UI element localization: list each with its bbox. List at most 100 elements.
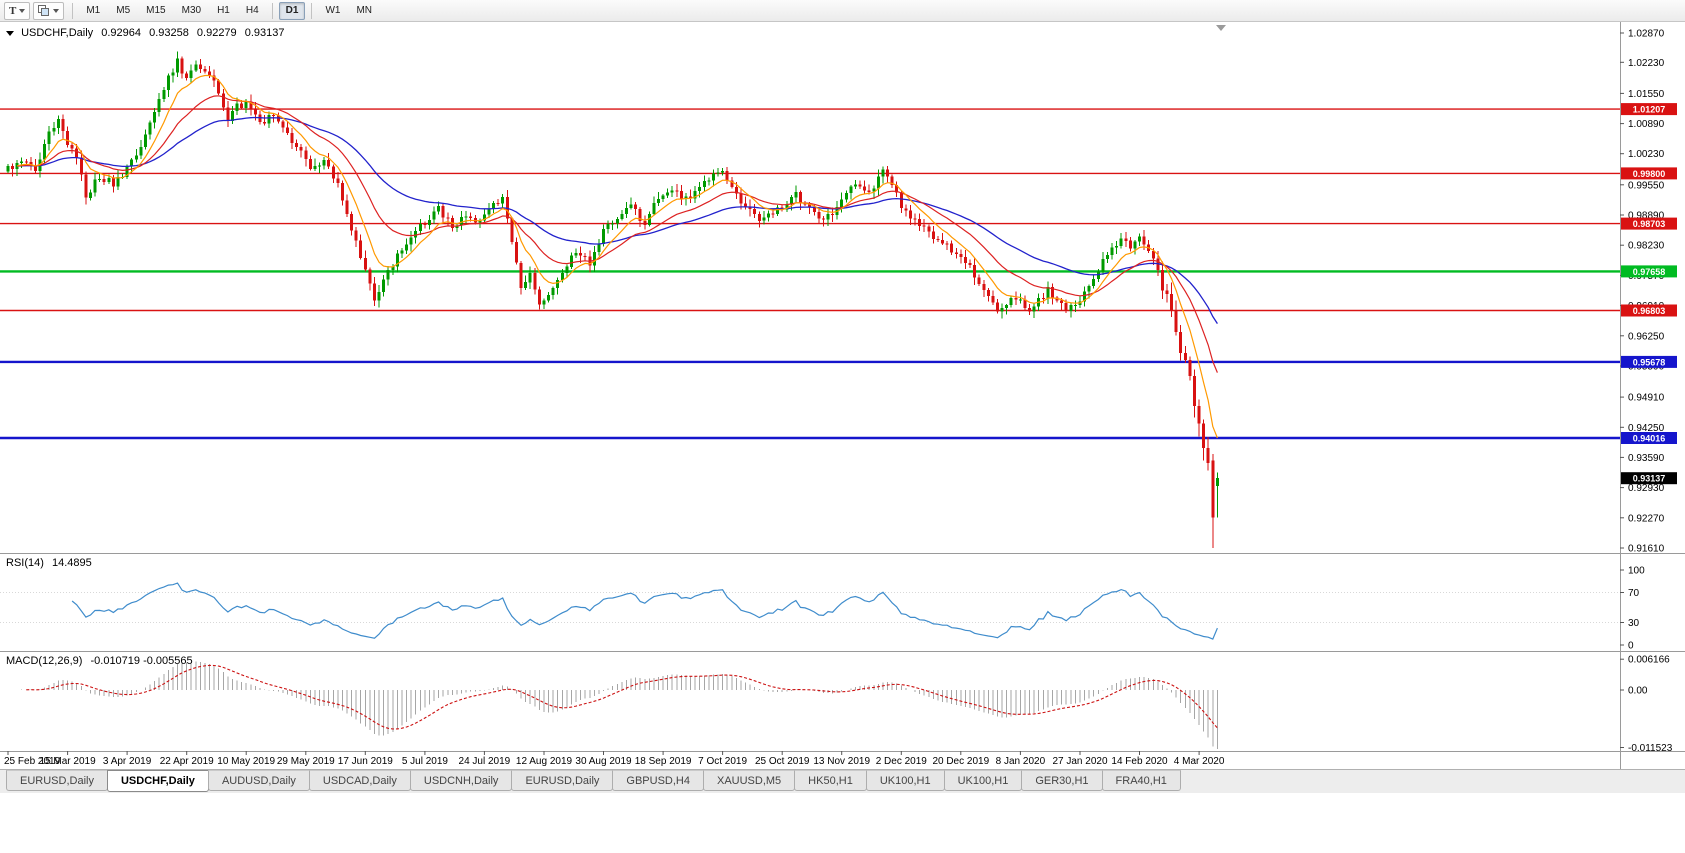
svg-text:1.02230: 1.02230	[1628, 58, 1665, 69]
toolbar: T M1 M5 M15 M30 H1 H4 D1 W1 MN	[0, 0, 1685, 22]
chart-tab-5[interactable]: EURUSD,Daily	[511, 770, 614, 791]
svg-text:0.99550: 0.99550	[1628, 180, 1665, 191]
chart-tab-1[interactable]: USDCHF,Daily	[106, 770, 209, 792]
svg-text:27 Jan 2020: 27 Jan 2020	[1052, 756, 1107, 767]
timeframe-button-h1[interactable]: H1	[217, 5, 230, 16]
timeframe-button-mn[interactable]: MN	[356, 5, 373, 16]
timeframe-group: M1 M5 M15 M30 H1 H4 D1 W1 MN	[78, 1, 380, 20]
collapse-chart-icon[interactable]	[6, 31, 14, 36]
svg-text:18 Sep 2019: 18 Sep 2019	[635, 756, 692, 767]
macd-label: MACD(12,26,9) -0.010719 -0.005565	[6, 655, 193, 667]
svg-text:100: 100	[1628, 566, 1645, 577]
chart-symbol: USDCHF,Daily	[21, 27, 94, 39]
rsi-label: RSI(14) 14.4895	[6, 557, 92, 569]
svg-text:3 Apr 2019: 3 Apr 2019	[103, 756, 152, 767]
chevron-down-icon	[19, 8, 26, 13]
svg-text:0.00: 0.00	[1628, 686, 1648, 697]
rsi-line	[71, 582, 1218, 640]
chart-tab-7[interactable]: XAUUSD,M5	[702, 770, 796, 791]
chart-tab-12[interactable]: FRA40,H1	[1101, 770, 1181, 791]
pointer-tool-button[interactable]: T	[4, 1, 31, 20]
svg-text:25 Feb 2019: 25 Feb 2019	[4, 756, 61, 767]
macd-name: MACD(12,26,9)	[6, 655, 83, 667]
svg-text:29 May 2019: 29 May 2019	[277, 756, 335, 767]
panel-dividers	[0, 22, 1685, 769]
ma-slow-line	[17, 116, 1218, 324]
chart-tab-11[interactable]: GER30,H1	[1021, 770, 1103, 791]
chart-tab-4[interactable]: USDCNH,Daily	[409, 770, 513, 791]
svg-text:0.97658: 0.97658	[1633, 267, 1666, 277]
layers-icon	[38, 4, 50, 17]
chart-tab-3[interactable]: USDCAD,Daily	[308, 770, 411, 791]
timeframe-button-d1[interactable]: D1	[278, 1, 306, 20]
chart-layout-button[interactable]	[33, 1, 65, 20]
svg-text:20 Dec 2019: 20 Dec 2019	[932, 756, 989, 767]
svg-text:17 Jun 2019: 17 Jun 2019	[338, 756, 393, 767]
svg-text:0.92270: 0.92270	[1628, 513, 1665, 524]
chart-tab-0[interactable]: EURUSD,Daily	[6, 770, 108, 791]
svg-text:0.94016: 0.94016	[1633, 434, 1666, 444]
svg-text:0.93590: 0.93590	[1628, 453, 1665, 464]
timeframe-button-w1[interactable]: W1	[325, 5, 341, 16]
chart-tab-9[interactable]: UK100,H1	[865, 770, 945, 791]
svg-text:22 Apr 2019: 22 Apr 2019	[160, 756, 214, 767]
ohlc-close: 0.93137	[244, 27, 285, 39]
chart-tab-2[interactable]: AUDUSD,Daily	[207, 770, 310, 791]
svg-text:0.94250: 0.94250	[1628, 423, 1665, 434]
svg-text:1.00890: 1.00890	[1628, 119, 1665, 130]
timeframe-button-m30[interactable]: M30	[181, 5, 202, 16]
svg-text:13 Nov 2019: 13 Nov 2019	[813, 756, 870, 767]
ma-fast-line	[17, 74, 1218, 439]
svg-text:30: 30	[1628, 618, 1640, 629]
svg-text:0: 0	[1628, 641, 1634, 652]
chart-canvas[interactable]: 1.02870 1.02230 1.01550 1.00890 1.00230 0.995…	[0, 22, 1685, 769]
svg-text:5 Jul 2019: 5 Jul 2019	[402, 756, 449, 767]
svg-text:8 Jan 2020: 8 Jan 2020	[996, 756, 1046, 767]
svg-text:0.006166: 0.006166	[1628, 655, 1670, 666]
svg-text:4 Mar 2020: 4 Mar 2020	[1174, 756, 1225, 767]
ohlc-low: 0.92279	[196, 27, 237, 39]
chart-tab-10[interactable]: UK100,H1	[943, 770, 1023, 791]
timeframe-button-h4[interactable]: H4	[245, 5, 259, 16]
rsi-value: 14.4895	[51, 557, 92, 569]
svg-text:0.96803: 0.96803	[1633, 306, 1666, 316]
chart-tab-bar: EURUSD,Daily USDCHF,Daily AUDUSD,Daily USDC…	[0, 769, 1685, 793]
price-scale[interactable]: 1.02870 1.02230 1.01550 1.00890 1.00230 0.995…	[1620, 29, 1677, 755]
macd-histogram	[16, 661, 1218, 749]
timeframe-button-m5[interactable]: M5	[116, 5, 131, 16]
svg-text:0.95678: 0.95678	[1633, 357, 1666, 367]
svg-text:1.01207: 1.01207	[1633, 105, 1666, 115]
macd-value: -0.010719 -0.005565	[90, 655, 193, 667]
svg-text:0.96250: 0.96250	[1628, 331, 1665, 342]
candles[interactable]	[6, 51, 1219, 548]
svg-text:1.00230: 1.00230	[1628, 149, 1665, 160]
current-price-box	[1621, 472, 1677, 485]
chart-header: USDCHF,Daily 0.92964 0.93258 0.92279 0.9…	[6, 27, 285, 39]
svg-text:0.91610: 0.91610	[1628, 544, 1665, 555]
toolbar-separator	[271, 2, 273, 19]
chevron-down-icon	[53, 8, 60, 13]
pointer-tool-label: T	[9, 4, 17, 17]
toolbar-separator	[311, 2, 313, 19]
ohlc-high: 0.93258	[149, 27, 189, 39]
chart-tab-8[interactable]: HK50,H1	[794, 770, 867, 791]
horizontal-levels[interactable]	[0, 108, 1620, 440]
chart-tab-6[interactable]: GBPUSD,H4	[612, 770, 704, 791]
svg-text:1.02870: 1.02870	[1628, 29, 1665, 40]
svg-text:25 Oct 2019: 25 Oct 2019	[755, 756, 810, 767]
svg-text:15 Mar 2019: 15 Mar 2019	[40, 756, 97, 767]
svg-text:0.92930: 0.92930	[1628, 483, 1665, 494]
svg-text:70: 70	[1628, 588, 1640, 599]
svg-text:0.98890: 0.98890	[1628, 211, 1665, 222]
svg-text:0.98230: 0.98230	[1628, 241, 1665, 252]
chart-shift-marker[interactable]	[1216, 25, 1226, 31]
timeframe-button-m1[interactable]: M1	[86, 5, 101, 16]
toolbar-separator	[72, 2, 74, 19]
svg-text:0.94910: 0.94910	[1628, 393, 1665, 404]
svg-text:-0.011523: -0.011523	[1628, 743, 1673, 754]
rsi-name: RSI(14)	[6, 557, 44, 569]
timeframe-button-m15[interactable]: M15	[146, 5, 166, 16]
macd-signal-line	[26, 664, 1218, 730]
